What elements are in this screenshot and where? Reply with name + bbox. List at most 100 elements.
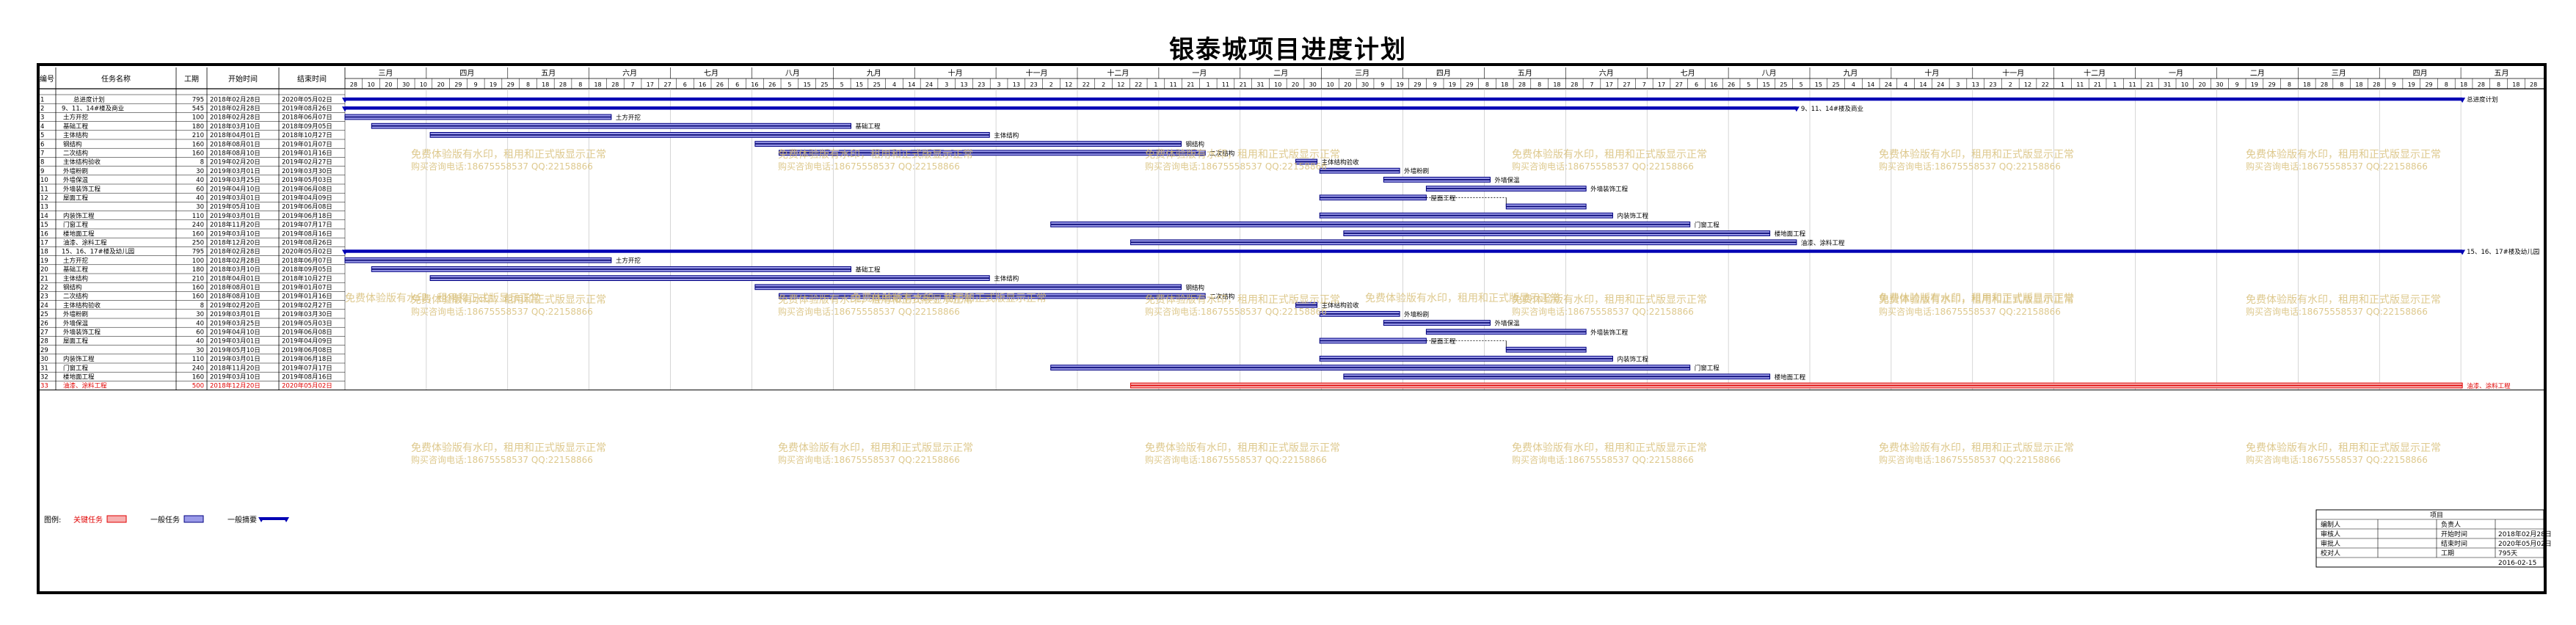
timescale-day-label: 13	[1013, 81, 1020, 88]
bar-label: 钢结构	[1186, 141, 1205, 149]
task-id: 32	[40, 374, 48, 381]
timescale-month-label: 三月	[378, 69, 393, 78]
task-start: 2019年03月01日	[210, 167, 261, 175]
task-finish: 2018年06月07日	[282, 257, 332, 265]
page-title: 银泰城项目进度计划	[1169, 35, 1407, 65]
timescale-day-label: 28	[1518, 81, 1526, 88]
task-duration: 210	[192, 132, 204, 139]
timescale-day-label: 20	[2199, 81, 2206, 88]
watermark-text: 免费体验版有水印，租用和正式版显示正常	[345, 293, 540, 304]
task-finish: 2018年10月27日	[282, 131, 332, 139]
timescale-month-label: 一月	[2169, 69, 2183, 78]
timescale-day-label: 6	[1695, 81, 1698, 88]
timescale-day-label: 11	[1170, 81, 1177, 88]
task-finish: 2019年05月03日	[282, 319, 332, 327]
timescale-month-label: 九月	[1843, 69, 1858, 78]
timescale-day-label: 15	[856, 81, 863, 88]
timescale-day-label: 8	[526, 81, 530, 88]
timescale-day-label: 3	[945, 81, 948, 88]
timescale-day-label: 2	[1102, 81, 1105, 88]
timescale-day-label: 11	[2076, 81, 2084, 88]
timescale-day-label: 21	[1187, 81, 1194, 88]
bar-label: 外墙装饰工程	[1590, 186, 1629, 194]
bar-label: 二次结构	[1209, 150, 1234, 158]
bar-label: 总进度计划	[2467, 96, 2498, 104]
task-finish: 2019年01月07日	[282, 284, 332, 292]
timescale-day-label: 7	[1590, 81, 1593, 88]
legend-summary-cap	[283, 517, 289, 522]
timescale-day-label: 8	[2497, 81, 2500, 88]
task-duration: 180	[192, 123, 204, 131]
task-name: 外墙粉刷	[63, 167, 88, 175]
task-duration: 180	[192, 266, 204, 274]
timescale-day-label: 11	[1222, 81, 1229, 88]
timescale-day-label: 1	[2113, 81, 2117, 88]
watermark-text: 免费体验版有水印，租用和正式版显示正常	[1512, 442, 1707, 454]
task-start: 2019年03月25日	[210, 176, 261, 184]
timescale-day-label: 11	[2129, 81, 2136, 88]
timescale-day-label: 28	[2321, 81, 2328, 88]
task-finish: 2019年06月08日	[282, 203, 332, 211]
timescale-day-label: 28	[2373, 81, 2380, 88]
task-finish: 2019年01月16日	[282, 150, 332, 158]
summary-bar	[345, 97, 2463, 101]
bar-label: 油漆、涂料工程	[1801, 239, 1845, 247]
timescale-month-label: 七月	[704, 69, 718, 78]
column-header-duration: 工期	[184, 75, 199, 84]
task-finish: 2019年05月03日	[282, 176, 332, 184]
task-name: 门窗工程	[63, 221, 89, 229]
timescale-day-label: 18	[1501, 81, 1508, 88]
task-start: 2019年03月01日	[210, 337, 261, 346]
timescale-day-label: 20	[437, 81, 445, 88]
task-id: 4	[40, 123, 44, 131]
task-id: 3	[40, 114, 44, 122]
timescale-day-label: 29	[2268, 81, 2276, 88]
info-value: 2020年05月02日	[2498, 539, 2552, 548]
task-name: 二次结构	[63, 293, 88, 301]
task-start: 2019年03月25日	[210, 319, 261, 327]
timescale-day-label: 19	[1397, 81, 1404, 88]
timescale-day-label: 31	[2164, 81, 2171, 88]
timescale-day-label: 23	[1030, 81, 1038, 88]
watermark-text: 免费体验版有水印，租用和正式版显示正常	[2246, 442, 2441, 454]
timescale-day-label: 12	[1065, 81, 1072, 88]
task-id: 1	[40, 96, 44, 103]
bar-label: 外墙粉刷	[1404, 310, 1429, 318]
task-finish: 2018年10月27日	[282, 274, 332, 282]
timescale-day-label: 29	[1413, 81, 1421, 88]
legend-summary-label: 一般摘要	[228, 515, 257, 525]
task-start: 2019年05月10日	[210, 346, 261, 354]
task-start: 2019年03月10日	[210, 373, 261, 381]
timescale-day-label: 26	[716, 81, 724, 88]
task-id: 21	[40, 275, 48, 282]
timescale-day-label: 16	[1710, 81, 1717, 88]
summary-bar-end-cap	[2459, 98, 2466, 103]
bar-label: 油漆、涂料工程	[2467, 382, 2511, 390]
legend-normal-swatch	[183, 515, 204, 523]
info-value: 2018年02月28日	[2498, 530, 2552, 538]
legend-summary-swatch	[261, 517, 286, 520]
task-name: 外墙保温	[63, 176, 89, 184]
task-start: 2019年03月01日	[210, 194, 261, 202]
task-finish: 2019年02月27日	[282, 301, 332, 310]
timescale-day-label: 6	[735, 81, 739, 88]
timescale-day-label: 17	[1606, 81, 1613, 88]
watermark-text: 购买咨询电话:18675558537 QQ:22158866	[1879, 454, 2061, 465]
task-finish: 2019年08月26日	[282, 239, 332, 247]
task-id: 6	[40, 141, 44, 148]
timescale-day-label: 30	[1361, 81, 1369, 88]
timescale-day-label: 9	[1380, 81, 1384, 88]
task-duration: 160	[192, 150, 204, 158]
timescale-day-label: 17	[1658, 81, 1665, 88]
timescale-day-label: 4	[1904, 81, 1907, 88]
timescale-day-label: 20	[1344, 81, 1351, 88]
task-start: 2018年12月20日	[210, 382, 261, 390]
column-header-start: 开始时间	[228, 74, 258, 84]
task-duration: 40	[196, 177, 204, 184]
bar-label: 二次结构	[1209, 293, 1234, 301]
timescale-day-label: 9	[474, 81, 478, 88]
bar-label: 门窗工程	[1695, 365, 1720, 373]
watermark-text: 购买咨询电话:18675558537 QQ:22158866	[411, 454, 593, 465]
timescale-day-label: 26	[768, 81, 776, 88]
timescale-day-label: 10	[1326, 81, 1334, 88]
